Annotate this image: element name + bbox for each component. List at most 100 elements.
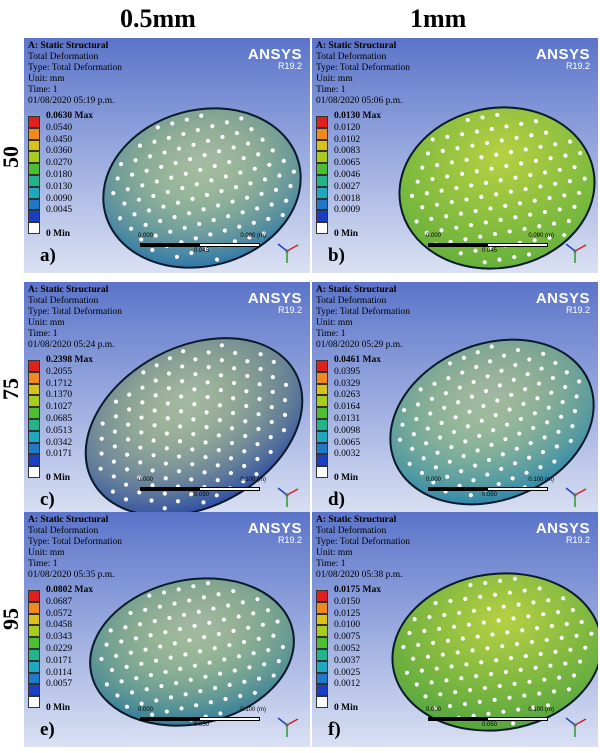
perforation-hole xyxy=(258,366,263,372)
perforation-hole xyxy=(420,165,425,170)
row-header-0: 50 xyxy=(0,146,23,168)
perforation-hole xyxy=(471,379,476,385)
scale-bar: 0.000 0.050 0.100 (m) xyxy=(138,707,266,731)
perforation-hole xyxy=(440,652,445,657)
legend-value: 0.0100 xyxy=(334,620,361,631)
perforation-hole xyxy=(186,211,192,216)
perforation-hole xyxy=(132,212,137,217)
legend-value: 0.0130 Max xyxy=(334,111,381,121)
perforation-hole xyxy=(558,414,564,419)
brand-text: ANSYS xyxy=(247,46,302,63)
info-line4: Unit: mm xyxy=(316,318,353,328)
ansys-logo: ANSYS R19.2 xyxy=(536,290,590,315)
perforation-hole xyxy=(126,422,131,427)
perforation-hole xyxy=(571,673,577,678)
perforation-hole xyxy=(501,604,506,609)
perforation-hole xyxy=(271,633,276,638)
legend-value: 0.0098 xyxy=(334,425,361,436)
scale-label-mid: 0.050 xyxy=(482,722,498,728)
perforation-hole xyxy=(567,139,573,144)
perforation-hole xyxy=(557,207,562,212)
perforation-hole xyxy=(154,363,159,368)
perforation-hole xyxy=(442,405,447,410)
perforation-hole xyxy=(178,424,183,429)
scale-label-mid: 0.050 xyxy=(194,722,210,728)
legend-value: 0.0083 xyxy=(334,146,361,157)
perforation-hole xyxy=(488,245,493,251)
perforation-hole xyxy=(168,229,173,234)
legend-swatch xyxy=(316,407,328,419)
perforation-hole xyxy=(175,499,181,504)
perforation-hole xyxy=(468,222,474,228)
legend-value: 0.0685 xyxy=(46,413,73,424)
perforation-hole xyxy=(479,155,484,160)
perforation-hole xyxy=(454,185,459,191)
perforation-hole xyxy=(271,673,276,678)
perforation-hole xyxy=(166,371,172,376)
perforation-hole xyxy=(181,612,187,617)
perforation-hole xyxy=(192,402,197,407)
legend-value: 0 Min xyxy=(46,473,71,484)
perforation-hole xyxy=(228,470,234,476)
info-line3: Type: Total Deformation xyxy=(316,63,410,73)
perforation-hole xyxy=(486,606,491,611)
axis-triad-icon xyxy=(565,243,587,263)
perforation-hole xyxy=(229,426,235,431)
perforation-hole xyxy=(445,638,451,643)
perforation-hole xyxy=(188,156,193,162)
legend-value: 0.0120 xyxy=(334,122,361,133)
perforation-hole xyxy=(414,682,419,687)
perforation-hole xyxy=(189,477,194,482)
scale-label-mid: 0.050 xyxy=(482,492,498,498)
perforation-hole xyxy=(174,254,180,259)
info-line4: Unit: mm xyxy=(316,74,353,84)
info-date: 01/08/2020 05:19 p.m. xyxy=(28,96,115,106)
legend-swatch xyxy=(28,210,40,223)
perforation-hole xyxy=(267,162,272,167)
perforation-hole xyxy=(222,657,227,662)
legend-value: 0.0164 xyxy=(334,402,361,413)
legend-value: 0.0027 xyxy=(334,181,361,192)
perforation-hole xyxy=(123,625,128,630)
info-title: A: Static Structural xyxy=(28,515,109,525)
perforation-hole xyxy=(538,184,543,189)
perforation-hole xyxy=(147,593,152,598)
perforation-hole xyxy=(499,466,504,472)
perforation-hole xyxy=(492,592,498,597)
perforation-hole xyxy=(244,389,249,394)
scale-label-start: 0.000 xyxy=(426,477,442,483)
perforation-hole xyxy=(281,158,286,164)
perforation-hole xyxy=(433,600,438,606)
perforation-hole xyxy=(140,400,145,405)
perforation-hole xyxy=(172,641,177,646)
perforation-hole xyxy=(219,357,224,363)
perforation-hole xyxy=(433,706,438,711)
perforation-hole xyxy=(255,456,260,462)
perforation-hole xyxy=(222,228,227,233)
perforation-hole xyxy=(532,238,537,243)
perforation-hole xyxy=(231,380,237,386)
perforation-hole xyxy=(248,181,253,186)
perforation-hole xyxy=(187,598,192,603)
perforation-hole xyxy=(574,633,579,638)
perforation-hole xyxy=(589,631,594,636)
perforation-hole xyxy=(232,366,237,371)
column-header-1: 1mm xyxy=(410,4,467,33)
perforation-hole xyxy=(531,600,536,605)
perforation-hole xyxy=(513,175,518,180)
perforation-hole xyxy=(216,592,221,597)
legend-swatch xyxy=(28,198,40,211)
info-line2: Total Deformation xyxy=(316,296,387,306)
legend-swatch xyxy=(28,660,40,673)
perforation-hole xyxy=(421,456,426,461)
perforation-hole xyxy=(246,625,251,630)
perforation-hole xyxy=(449,160,454,165)
perforation-hole xyxy=(277,173,282,178)
perforation-hole xyxy=(249,127,254,132)
perforation-hole xyxy=(465,117,470,123)
perforation-hole xyxy=(169,175,174,180)
perforation-hole xyxy=(456,400,461,405)
perforation-hole xyxy=(433,465,438,470)
scale-label-end: 0.100 (m) xyxy=(528,477,554,483)
deformed-shell-body xyxy=(89,577,295,727)
